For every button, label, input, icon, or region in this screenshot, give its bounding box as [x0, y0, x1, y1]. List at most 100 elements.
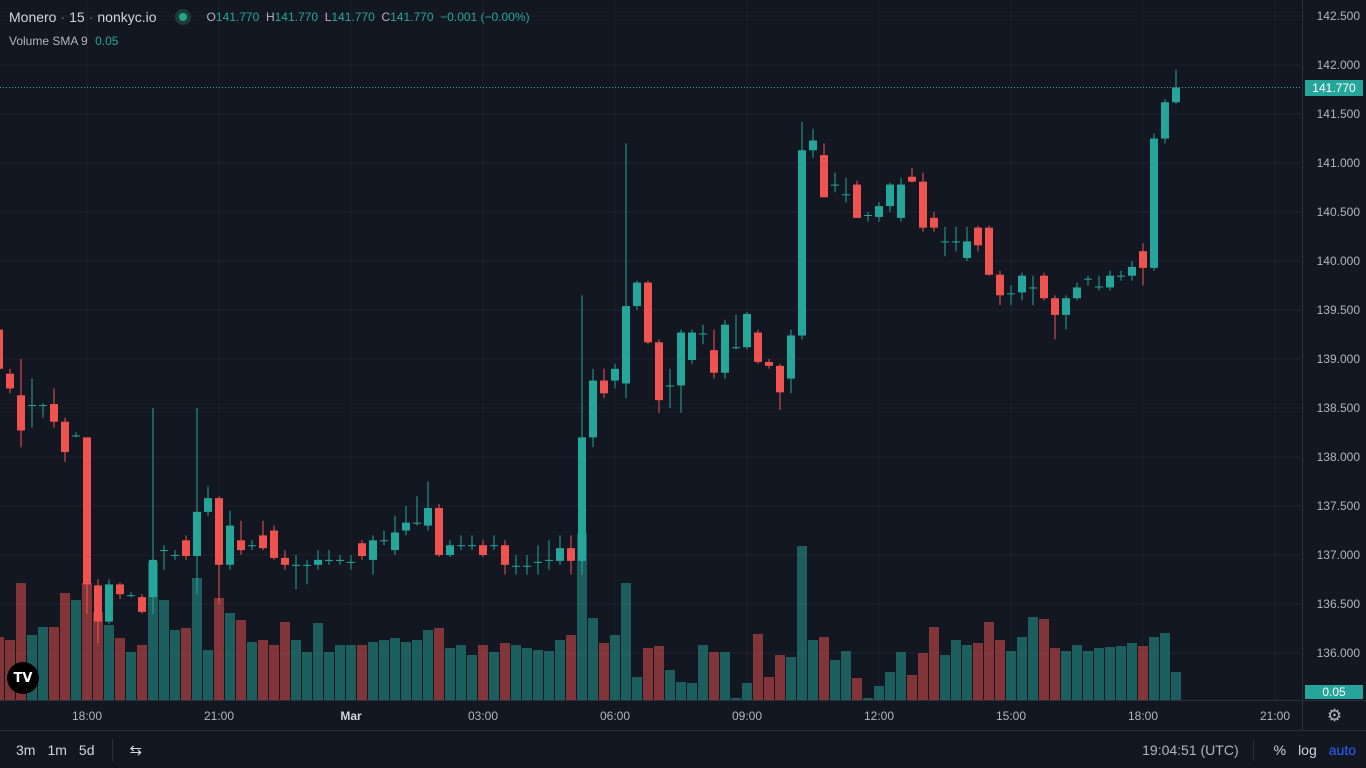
- exchange[interactable]: nonkyc.io: [97, 9, 157, 25]
- candle-body: [864, 214, 872, 216]
- price-label: 137.000: [1316, 548, 1360, 562]
- symbol-name[interactable]: Monero: [9, 9, 57, 25]
- price-label: 139.500: [1316, 303, 1360, 317]
- candle-body: [479, 545, 487, 555]
- volume-bar: [269, 645, 279, 700]
- candle-body: [1062, 298, 1070, 315]
- volume-bar: [247, 642, 257, 700]
- price-chart[interactable]: [0, 0, 1302, 700]
- close-label: C: [381, 10, 391, 24]
- volume-bar: [1138, 646, 1148, 700]
- go-to-date-icon[interactable]: ⇆: [129, 741, 143, 759]
- candle-body: [600, 380, 608, 394]
- volume-bar: [984, 622, 994, 700]
- candle-body: [61, 421, 69, 453]
- candle-body: [1128, 266, 1136, 276]
- candle-body: [842, 194, 850, 196]
- volume-bar: [1116, 646, 1126, 700]
- low-value: 141.770: [331, 10, 375, 24]
- market-status-icon[interactable]: [174, 9, 191, 25]
- candle-body: [1051, 298, 1059, 315]
- interval[interactable]: 15: [69, 9, 85, 25]
- volume-bar: [38, 627, 48, 700]
- volume-bar: [1171, 672, 1181, 700]
- volume-bar: [412, 640, 422, 700]
- candle-body: [0, 329, 3, 369]
- volume-bar: [632, 677, 642, 700]
- volume-current-label: 0.05: [1305, 685, 1363, 699]
- price-label: 138.500: [1316, 401, 1360, 415]
- candle-body: [534, 561, 542, 563]
- candle-body: [1095, 286, 1103, 288]
- volume-bar: [698, 645, 708, 700]
- price-label: 142.000: [1316, 58, 1360, 72]
- low-label: L: [324, 10, 332, 24]
- volume-bar: [907, 675, 917, 700]
- candle-body: [1106, 275, 1114, 288]
- chart-canvas[interactable]: [0, 0, 1302, 700]
- candle-body: [50, 404, 58, 422]
- close-value: 141.770: [390, 10, 434, 24]
- volume-bar: [720, 652, 730, 700]
- candle-body: [809, 140, 817, 151]
- range-3m[interactable]: 3m: [16, 741, 36, 758]
- time-axis[interactable]: 18:00 21:00 Mar 03:00 06:00 09:00 12:00 15:00 18…: [0, 700, 1302, 730]
- candle-body: [446, 545, 454, 555]
- volume-bar: [522, 648, 532, 700]
- range-5d[interactable]: 5d: [78, 741, 95, 758]
- time-label: Mar: [340, 709, 362, 723]
- volume-bar: [841, 651, 851, 700]
- candle-body: [963, 241, 971, 259]
- volume-bar: [995, 640, 1005, 700]
- candle-body: [952, 241, 960, 243]
- time-label: 15:00: [995, 709, 1027, 723]
- tradingview-logo[interactable]: TV: [7, 662, 39, 694]
- candle-body: [688, 332, 696, 360]
- range-1m[interactable]: 1m: [47, 741, 67, 758]
- volume-bar: [489, 652, 499, 700]
- percent-toggle[interactable]: %: [1273, 741, 1287, 758]
- candle-body: [1029, 287, 1037, 289]
- candle-body: [611, 368, 619, 381]
- candle-body: [292, 564, 300, 566]
- volume-bar: [588, 618, 598, 700]
- volume-bar: [467, 655, 477, 700]
- candle-body: [589, 380, 597, 438]
- volume-bar: [126, 652, 136, 700]
- volume-bar: [863, 698, 873, 700]
- candle-body: [985, 227, 993, 275]
- volume-bar: [1017, 637, 1027, 700]
- volume-bar: [533, 650, 543, 700]
- candle-body: [182, 540, 190, 556]
- candle-body: [875, 206, 883, 217]
- volume-bar: [1083, 651, 1093, 700]
- clock[interactable]: 19:04:51 (UTC): [1142, 741, 1239, 758]
- candle-body: [754, 332, 762, 362]
- log-toggle[interactable]: log: [1298, 741, 1317, 758]
- candle-body: [39, 405, 47, 407]
- volume-bar: [731, 698, 741, 700]
- time-label: 18:00: [71, 709, 103, 723]
- volume-bar: [71, 600, 81, 700]
- candle-body: [358, 543, 366, 556]
- volume-bar: [1160, 633, 1170, 700]
- auto-toggle[interactable]: auto: [1328, 741, 1356, 758]
- candle-body: [886, 184, 894, 207]
- candle-body: [501, 545, 509, 565]
- candle-body: [732, 347, 740, 349]
- candle-body: [94, 585, 102, 622]
- volume-legend[interactable]: Volume SMA 9 0.05: [9, 34, 118, 48]
- price-axis[interactable]: 142.500 142.000 141.500 141.000 140.500 140.0…: [1302, 0, 1366, 700]
- settings-gear-icon[interactable]: ⚙: [1302, 700, 1366, 730]
- candle-body: [402, 522, 410, 531]
- price-label: 139.000: [1316, 352, 1360, 366]
- candle-body: [171, 555, 179, 556]
- separator: ·: [60, 9, 66, 25]
- volume-study: SMA 9: [52, 34, 88, 48]
- volume-bar: [797, 546, 807, 700]
- current-price-label: 141.770: [1305, 79, 1363, 96]
- volume-bar: [478, 645, 488, 700]
- volume-bar: [665, 670, 675, 700]
- candle-body: [1040, 275, 1048, 299]
- volume-bar: [401, 642, 411, 700]
